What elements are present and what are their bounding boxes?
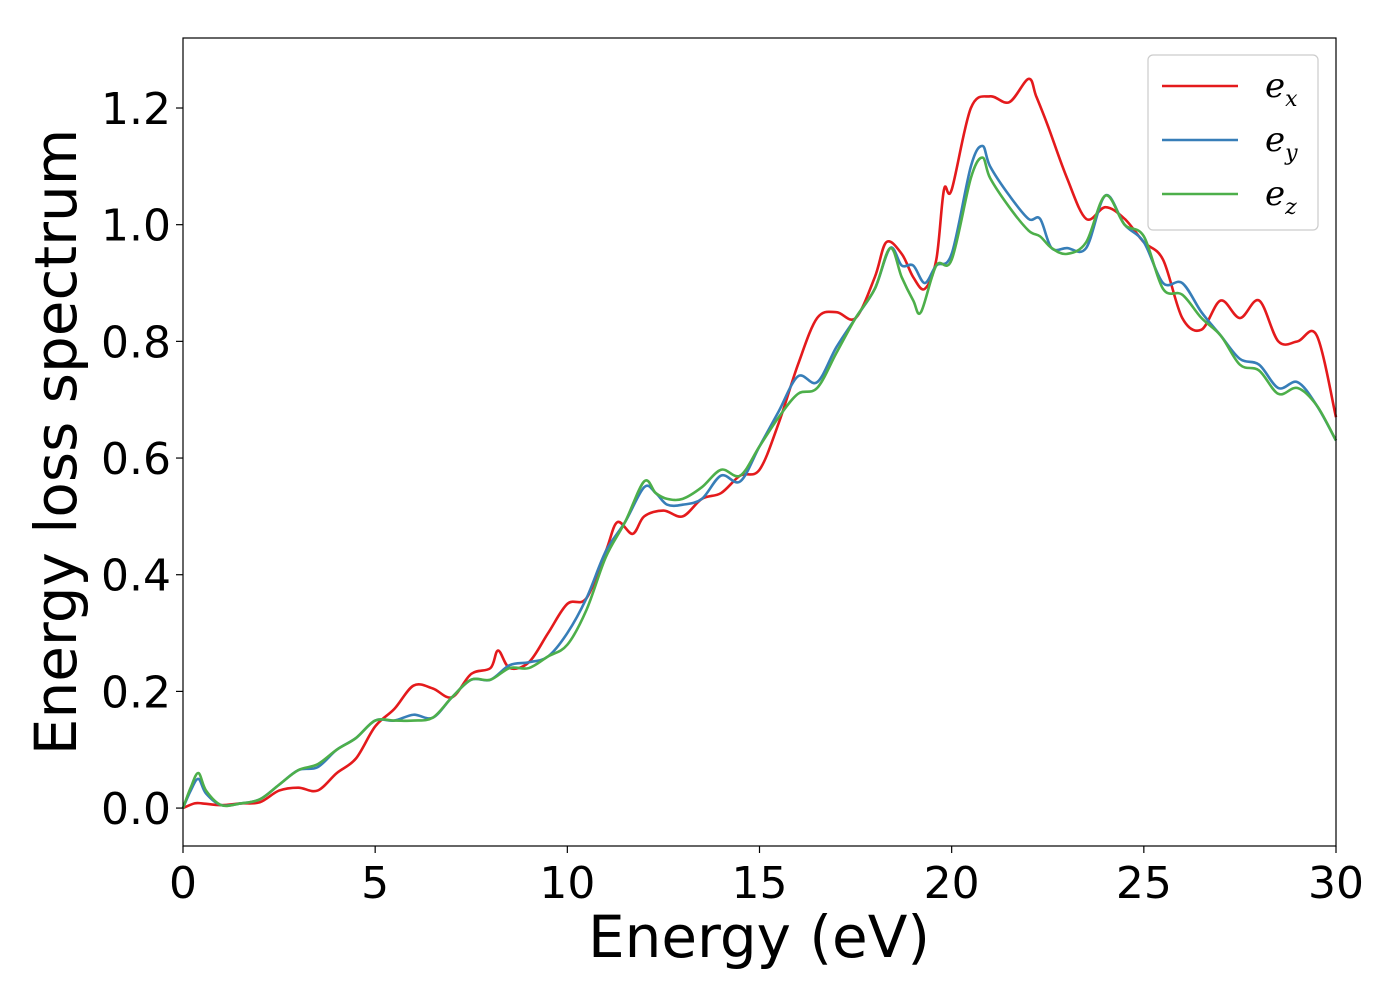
legend-box bbox=[1147, 54, 1319, 231]
x-tick-label: 30 bbox=[1308, 858, 1364, 909]
x-axis-title: Energy (eV) bbox=[588, 903, 930, 971]
series-line-x bbox=[182, 77, 1338, 810]
y-tick-label: 0.6 bbox=[101, 434, 171, 485]
series-line-z bbox=[181, 156, 1338, 809]
x-tick-label: 25 bbox=[1116, 858, 1172, 909]
x-tick-label: 5 bbox=[361, 858, 389, 909]
y-tick-label: 0.4 bbox=[101, 551, 171, 602]
y-axis-ticks: 0.0 0.2 0.4 0.6 0.8 1.0 1.2 bbox=[101, 84, 183, 835]
y-axis-title: Energy loss spectrum bbox=[22, 129, 90, 755]
x-tick-label: 20 bbox=[924, 858, 980, 909]
x-tick-label: 15 bbox=[732, 858, 788, 909]
y-tick-label: 0.2 bbox=[101, 667, 171, 718]
x-tick-label: 10 bbox=[539, 858, 595, 909]
plot-lines bbox=[181, 77, 1338, 810]
legend-label-z: ez bbox=[1265, 174, 1297, 220]
y-tick-label: 1.0 bbox=[101, 201, 171, 252]
y-tick-label: 0.0 bbox=[101, 784, 171, 835]
x-tick-label: 0 bbox=[169, 858, 197, 909]
y-tick-label: 0.8 bbox=[101, 317, 171, 368]
x-axis-ticks: 0 5 10 15 20 25 30 bbox=[169, 846, 1364, 909]
y-tick-label: 1.2 bbox=[101, 84, 171, 135]
series-line-y bbox=[181, 144, 1338, 809]
